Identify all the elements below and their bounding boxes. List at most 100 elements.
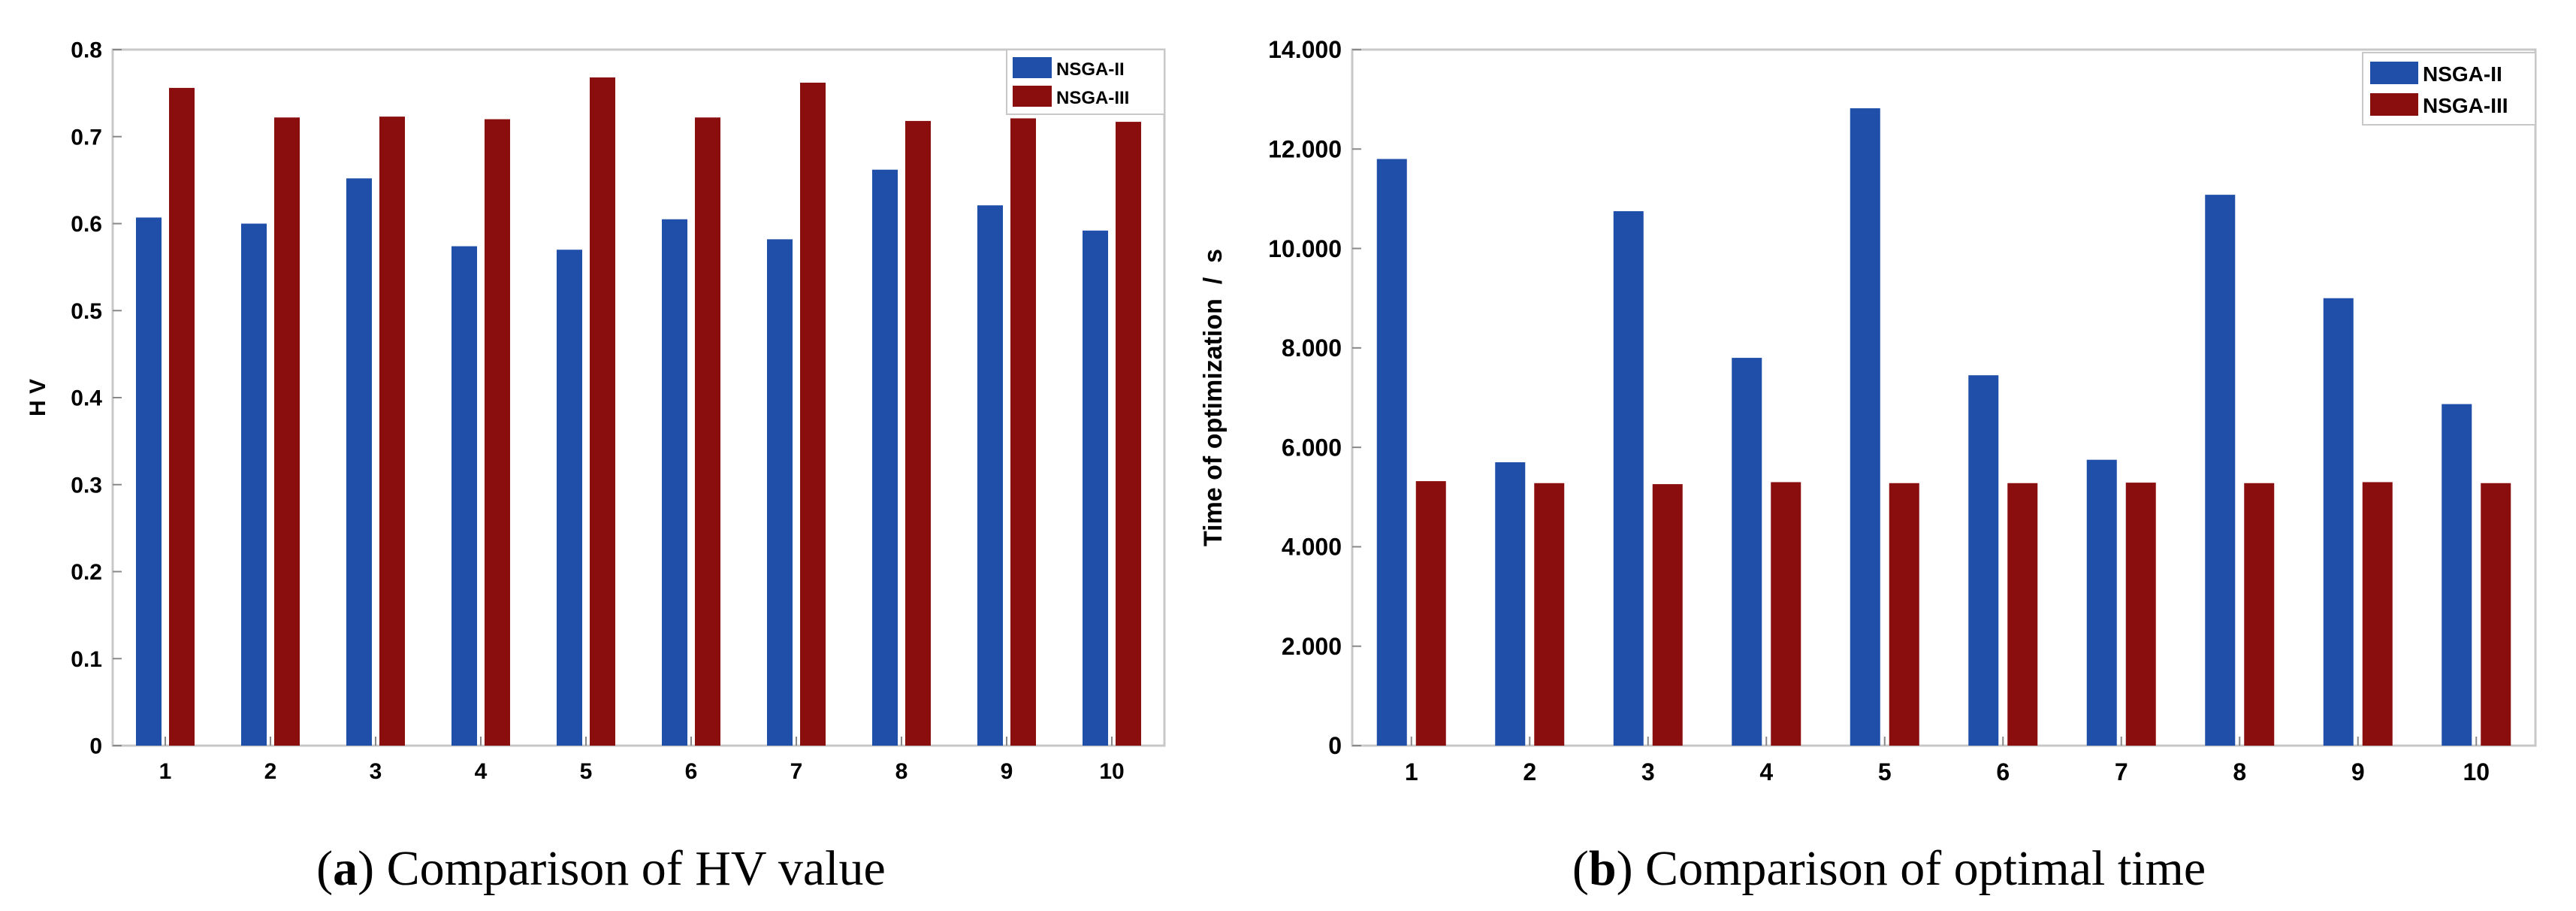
time-x-tick-label: 3 <box>1641 758 1655 785</box>
hv-bar-nsga-ii-10 <box>1083 230 1108 746</box>
time-y-tick-label: 2.000 <box>1282 633 1342 660</box>
hv-x-axis: 1 2 3 4 5 6 7 8 9 10 <box>159 737 1125 784</box>
time-bars <box>1376 108 2511 746</box>
hv-bar-nsga-ii-1 <box>136 217 162 746</box>
hv-bar-nsga-ii-5 <box>557 250 582 746</box>
time-y-tick-label: 0 <box>1328 732 1342 759</box>
time-y-tick-label: 12.000 <box>1268 135 1342 162</box>
time-x-tick-label: 8 <box>2233 758 2246 785</box>
hv-plot-frame <box>111 48 1166 747</box>
time-bar-nsga-iii-9 <box>2362 482 2393 746</box>
time-bar-nsga-iii-5 <box>1889 483 1919 746</box>
hv-plot-area <box>111 48 1166 747</box>
hv-y-tick-label: 0.4 <box>71 386 102 411</box>
time-y-axis-label: Time of optimization / s <box>1202 249 1228 546</box>
hv-y-tick-label: 0.5 <box>71 299 102 324</box>
time-bar-nsga-ii-10 <box>2442 404 2472 746</box>
hv-x-tick-label: 2 <box>264 759 277 784</box>
hv-legend-label-nsga-iii: NSGA-III <box>1056 88 1129 108</box>
time-caption-letter: b <box>1588 841 1617 896</box>
hv-y-tick-label: 0.3 <box>71 473 102 498</box>
time-caption-text: Comparison of optimal time <box>1645 841 2206 896</box>
hv-comparison-chart: 0 0.1 0.2 0.3 0.4 0.5 0.6 0.7 0.8 1 2 3 4 5 6 7 8 9 10 H … <box>26 38 1166 784</box>
time-bar-nsga-ii-5 <box>1850 108 1880 746</box>
time-caption: (b) Comparison of optimal time <box>1572 841 2206 896</box>
time-x-axis: 1 2 3 4 5 6 7 8 9 10 <box>1405 737 2490 785</box>
hv-bar-nsga-iii-5 <box>590 77 615 746</box>
time-bar-nsga-iii-3 <box>1652 484 1683 746</box>
time-bar-nsga-ii-1 <box>1376 159 1407 746</box>
hv-bar-nsga-ii-9 <box>977 205 1003 746</box>
time-x-tick-label: 2 <box>1523 758 1536 785</box>
hv-bar-nsga-ii-7 <box>767 239 793 746</box>
hv-bar-nsga-ii-2 <box>241 223 267 746</box>
time-bar-nsga-ii-9 <box>2323 298 2354 746</box>
hv-x-tick-label: 7 <box>790 759 803 784</box>
time-bar-nsga-ii-3 <box>1613 210 1644 746</box>
time-x-tick-label: 6 <box>1996 758 2010 785</box>
hv-x-tick-label: 9 <box>1001 759 1013 784</box>
hv-bar-nsga-iii-4 <box>485 119 510 746</box>
time-bar-nsga-iii-8 <box>2244 483 2275 746</box>
time-y-tick-label: 8.000 <box>1282 334 1342 362</box>
hv-caption-letter: a <box>333 841 358 896</box>
time-y-tick-label: 6.000 <box>1282 434 1342 461</box>
hv-x-tick-label: 1 <box>159 759 172 784</box>
hv-bar-nsga-iii-8 <box>905 120 931 746</box>
time-bar-nsga-ii-4 <box>1732 358 1762 746</box>
time-bar-nsga-iii-6 <box>2007 483 2038 746</box>
hv-y-tick-label: 0.2 <box>71 560 102 585</box>
time-x-tick-label: 4 <box>1759 758 1773 785</box>
time-legend-label-nsga-ii: NSGA-II <box>2423 62 2502 86</box>
time-y-tick-label: 10.000 <box>1268 235 1342 262</box>
time-x-tick-label: 1 <box>1405 758 1418 785</box>
time-legend: NSGA-II NSGA-III <box>2362 52 2536 126</box>
hv-y-tick-label: 0.6 <box>71 212 102 237</box>
time-plot-area <box>1351 48 2537 747</box>
hv-bar-nsga-iii-2 <box>274 117 300 746</box>
time-bar-nsga-ii-6 <box>1968 375 1999 746</box>
hv-bar-nsga-iii-3 <box>379 117 405 746</box>
time-y-tick-label: 14.000 <box>1268 36 1342 63</box>
hv-x-tick-label: 8 <box>895 759 908 784</box>
hv-caption-text: Comparison of HV value <box>386 841 886 896</box>
time-bar-nsga-iii-7 <box>2125 483 2156 746</box>
hv-legend-swatch-nsga-iii <box>1013 86 1052 107</box>
hv-bar-nsga-iii-1 <box>169 87 195 746</box>
hv-legend-swatch-nsga-ii <box>1013 57 1052 78</box>
hv-y-tick-label: 0 <box>89 734 102 759</box>
time-bar-nsga-iii-10 <box>2481 483 2511 746</box>
hv-x-tick-label: 4 <box>475 759 488 784</box>
hv-bar-nsga-iii-9 <box>1010 118 1036 746</box>
hv-y-axis-label: H V <box>26 379 50 416</box>
hv-bar-nsga-ii-4 <box>451 246 477 746</box>
time-bar-nsga-iii-2 <box>1534 483 1565 746</box>
hv-legend-label-nsga-ii: NSGA-II <box>1056 59 1125 80</box>
time-comparison-chart: 02.0004.0006.0008.00010.00012.00014.000 … <box>1202 36 2537 785</box>
time-bar-nsga-iii-4 <box>1771 482 1801 746</box>
hv-x-tick-label: 10 <box>1099 759 1124 784</box>
hv-caption: (a) Comparison of HV value <box>316 841 886 896</box>
time-legend-swatch-nsga-ii <box>2370 62 2418 84</box>
time-x-tick-label: 10 <box>2463 758 2490 785</box>
hv-y-tick-label: 0.8 <box>71 38 102 63</box>
time-legend-swatch-nsga-iii <box>2370 93 2418 116</box>
hv-bar-nsga-iii-7 <box>800 82 826 746</box>
time-x-tick-label: 7 <box>2115 758 2128 785</box>
time-plot-frame <box>1351 48 2537 747</box>
hv-bar-nsga-ii-3 <box>346 178 372 746</box>
time-bar-nsga-ii-7 <box>2086 459 2117 746</box>
time-bar-nsga-ii-8 <box>2205 195 2236 746</box>
time-x-tick-label: 5 <box>1878 758 1892 785</box>
time-legend-label-nsga-iii: NSGA-III <box>2423 94 2508 117</box>
time-y-axis: 0 2.000 4.000 6.000 8.000 10.000 12.000 14.000 <box>1268 36 1361 759</box>
hv-bar-nsga-iii-6 <box>695 117 720 746</box>
hv-bars <box>136 77 1141 746</box>
hv-x-tick-label: 5 <box>580 759 593 784</box>
hv-x-tick-label: 3 <box>370 759 382 784</box>
time-bar-nsga-iii-1 <box>1415 481 1446 746</box>
hv-y-tick-label: 0.7 <box>71 125 102 150</box>
hv-bar-nsga-iii-10 <box>1116 122 1141 746</box>
hv-x-tick-label: 6 <box>685 759 698 784</box>
hv-legend: NSGA-II NSGA-III <box>1006 49 1165 115</box>
